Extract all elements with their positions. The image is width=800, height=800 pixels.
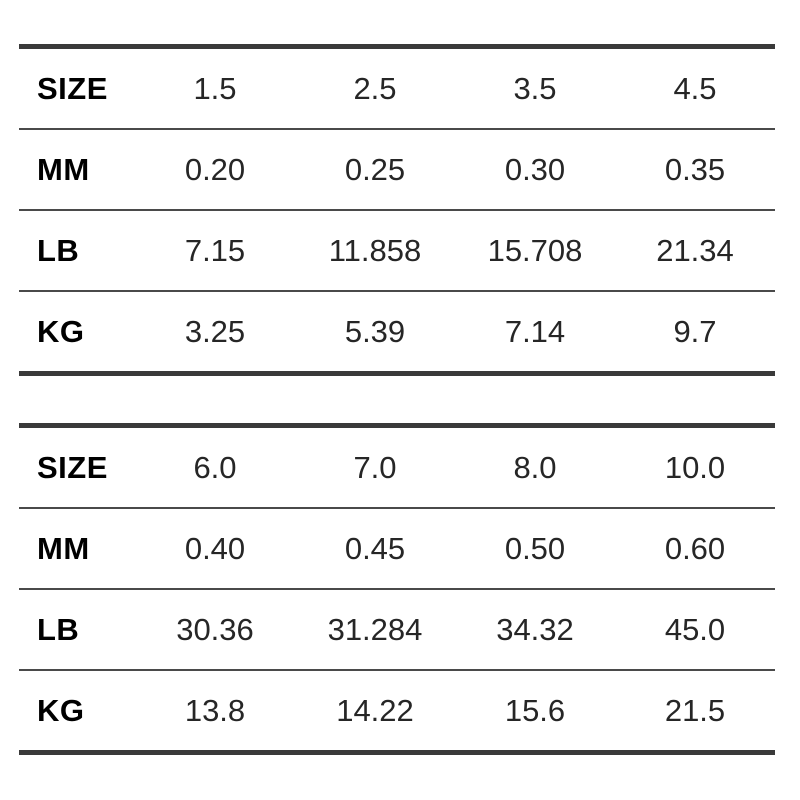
cell-lb-2: 11.858 (328, 232, 422, 268)
cell-size-3: 3.5 (513, 70, 557, 106)
table-row-mm: MM 0.40 0.45 0.50 0.60 (19, 507, 775, 588)
cell-kg-3: 15.6 (504, 692, 566, 728)
cell-size-1: 1.5 (193, 70, 237, 106)
spec-table-lower: SIZE 6.0 7.0 8.0 10.0 MM 0.40 0.45 0.50 … (19, 423, 775, 755)
table-row-mm: MM 0.20 0.25 0.30 0.35 (19, 128, 775, 209)
row-header-lb: LB (37, 232, 80, 268)
cell-size-2: 2.5 (353, 70, 397, 106)
row-header-size: SIZE (37, 449, 108, 485)
cell-size-2: 7.0 (353, 449, 397, 485)
table-row-kg: KG 13.8 14.22 15.6 21.5 (19, 669, 775, 750)
cell-lb-2: 31.284 (327, 611, 423, 647)
cell-mm-3: 0.50 (504, 530, 566, 566)
cell-mm-1: 0.20 (184, 151, 246, 187)
cell-lb-3: 34.32 (496, 611, 574, 647)
cell-mm-3: 0.30 (504, 151, 566, 187)
cell-mm-4: 0.60 (664, 530, 726, 566)
cell-lb-1: 7.15 (184, 232, 246, 268)
cell-kg-3: 7.14 (504, 313, 566, 349)
spec-table-upper: SIZE 1.5 2.5 3.5 4.5 MM 0.20 0.25 0.30 0… (19, 44, 775, 376)
row-header-mm: MM (37, 151, 90, 187)
row-header-kg: KG (37, 313, 85, 349)
table-row-lb: LB 7.15 11.858 15.708 21.34 (19, 209, 775, 290)
table-row-lb: LB 30.36 31.284 34.32 45.0 (19, 588, 775, 669)
cell-lb-4: 45.0 (664, 611, 726, 647)
table-row-size: SIZE 6.0 7.0 8.0 10.0 (19, 428, 775, 507)
cell-kg-2: 14.22 (336, 692, 414, 728)
cell-mm-2: 0.45 (344, 530, 406, 566)
cell-lb-3: 15.708 (487, 232, 583, 268)
row-header-kg: KG (37, 692, 85, 728)
cell-mm-1: 0.40 (184, 530, 246, 566)
row-header-lb: LB (37, 611, 80, 647)
table-row-kg: KG 3.25 5.39 7.14 9.7 (19, 290, 775, 371)
cell-size-4: 4.5 (673, 70, 717, 106)
cell-mm-2: 0.25 (344, 151, 406, 187)
row-header-mm: MM (37, 530, 90, 566)
cell-kg-4: 21.5 (664, 692, 726, 728)
cell-size-1: 6.0 (193, 449, 237, 485)
table-row-size: SIZE 1.5 2.5 3.5 4.5 (19, 49, 775, 128)
cell-size-4: 10.0 (664, 449, 726, 485)
cell-kg-2: 5.39 (344, 313, 406, 349)
cell-kg-1: 3.25 (184, 313, 246, 349)
cell-kg-4: 9.7 (673, 313, 717, 349)
cell-kg-1: 13.8 (184, 692, 246, 728)
cell-mm-4: 0.35 (664, 151, 726, 187)
row-header-size: SIZE (37, 70, 108, 106)
cell-lb-1: 30.36 (176, 611, 254, 647)
cell-lb-4: 21.34 (656, 232, 734, 268)
cell-size-3: 8.0 (513, 449, 557, 485)
